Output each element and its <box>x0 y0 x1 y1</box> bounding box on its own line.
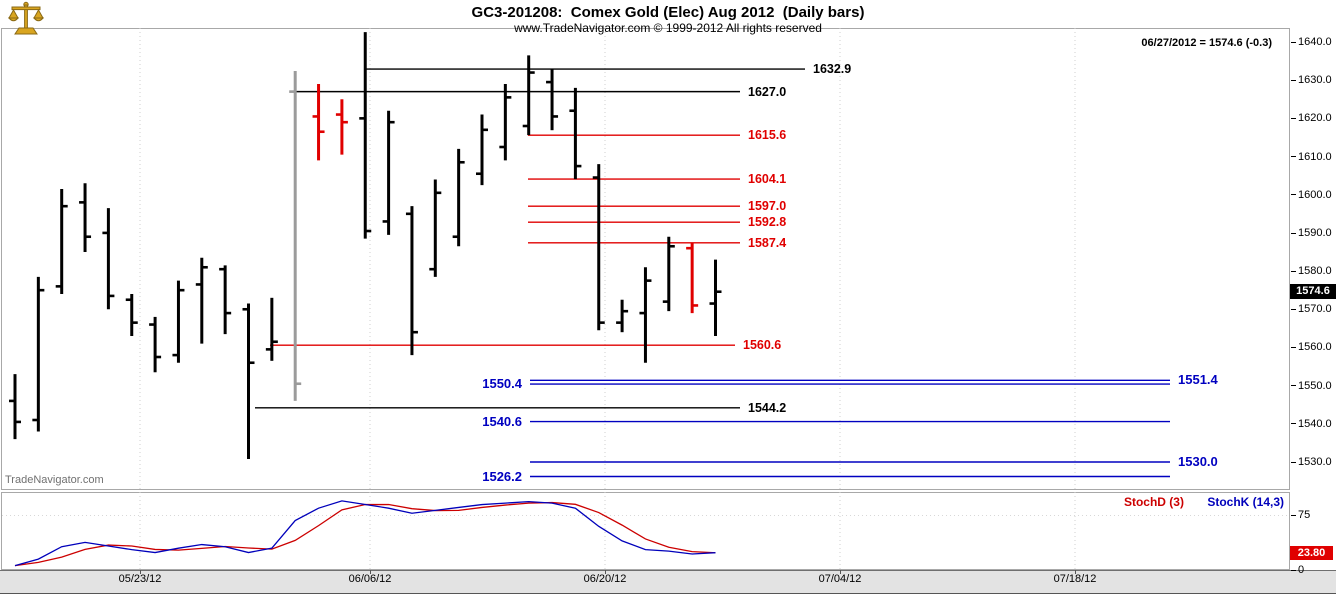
gold-scales-icon <box>7 1 45 35</box>
indicator-legend: StochD (3) StochK (14,3) <box>1104 495 1284 509</box>
price-axis[interactable] <box>1290 28 1336 570</box>
chart-subtitle: www.TradeNavigator.com © 1999-2012 All r… <box>514 21 822 35</box>
stochk-line <box>14 500 716 567</box>
stochd-legend-label[interactable]: StochD (3) <box>1123 495 1184 509</box>
stoch-current-value-box: 23.80 <box>1290 546 1333 560</box>
current-price-box: 1574.6 <box>1290 284 1336 299</box>
stochk-legend-label[interactable]: StochK (14,3) <box>1207 495 1284 509</box>
watermark: TradeNavigator.com <box>5 474 104 486</box>
trade-navigator-logo-icon <box>7 1 45 42</box>
chart-title: GC3-201208: Comex Gold (Elec) Aug 2012 (… <box>471 4 865 21</box>
last-quote-readout: 06/27/2012 = 1574.6 (-0.3) <box>1141 37 1272 49</box>
